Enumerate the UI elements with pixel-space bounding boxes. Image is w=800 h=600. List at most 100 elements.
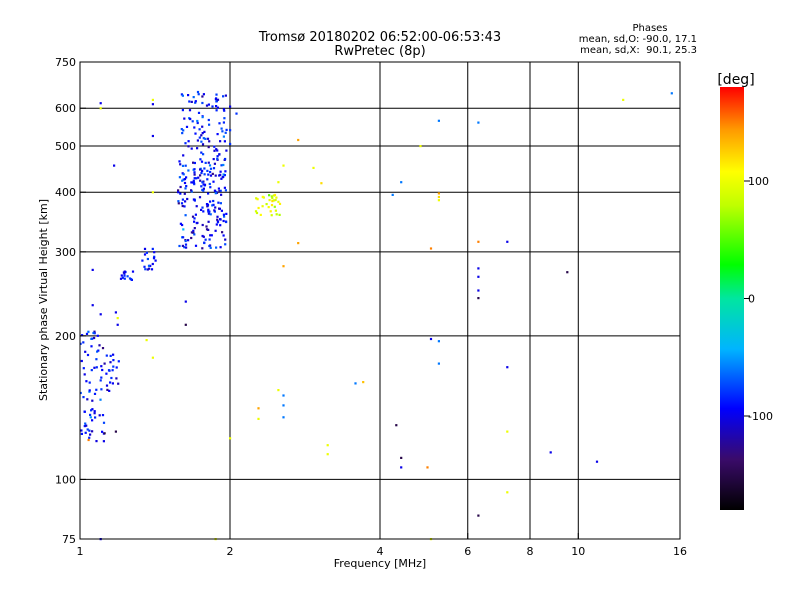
echo-point (143, 247, 147, 250)
echo-point (198, 128, 201, 131)
echo-point (192, 96, 195, 99)
echo-point (90, 345, 93, 348)
echo-point (93, 366, 96, 369)
echo-point (186, 197, 189, 201)
echo-point (395, 424, 398, 427)
echo-point (270, 214, 273, 217)
echo-point (109, 381, 112, 384)
echo-point (153, 251, 156, 254)
echo-point (261, 195, 264, 198)
echo-point (218, 153, 221, 156)
echo-point (207, 212, 210, 215)
echo-point (131, 270, 135, 273)
echo-point (82, 341, 85, 344)
echo-point (183, 205, 186, 208)
echo-point (151, 191, 154, 194)
echo-point (184, 239, 187, 243)
colorbar-tick-label: 0 (748, 293, 755, 306)
echo-point (181, 223, 184, 227)
echo-point (184, 187, 187, 190)
echo-point (187, 94, 190, 97)
echo-point (105, 384, 109, 387)
echo-point (221, 130, 224, 133)
echo-point (256, 198, 259, 201)
echo-point (100, 388, 103, 391)
echo-point (275, 213, 278, 216)
echo-point (102, 421, 106, 424)
echo-point (201, 223, 204, 227)
echo-point (208, 210, 211, 213)
echo-point (400, 456, 403, 459)
echo-point (271, 200, 274, 203)
echo-point (209, 167, 213, 170)
echo-point (199, 179, 202, 182)
echo-point (207, 146, 210, 149)
echo-point (223, 215, 226, 218)
echo-point (88, 381, 91, 384)
echo-point (89, 433, 92, 436)
echo-point (209, 170, 212, 174)
echo-point (203, 167, 206, 170)
echo-point (208, 244, 211, 248)
echo-point (219, 224, 222, 227)
echo-point (224, 157, 227, 161)
echo-point (95, 388, 98, 391)
echo-point (216, 157, 219, 160)
echo-point (216, 149, 219, 152)
echo-point (189, 117, 192, 121)
echo-point (229, 129, 232, 132)
echo-point (93, 392, 97, 395)
echo-point (113, 164, 116, 167)
echo-point (181, 164, 185, 167)
echo-point (277, 389, 280, 392)
echo-point (222, 173, 225, 176)
echo-point (206, 178, 209, 181)
echo-point (277, 200, 280, 203)
echo-point (208, 123, 211, 126)
echo-point (81, 334, 84, 337)
echo-point (203, 241, 206, 244)
echo-point (151, 262, 154, 266)
echo-point (219, 170, 222, 173)
echo-point (87, 330, 90, 333)
echo-point (99, 102, 102, 105)
echo-point (117, 382, 120, 385)
echo-point (220, 209, 223, 212)
echo-point (271, 197, 274, 200)
echo-point (116, 323, 119, 326)
echo-point (200, 208, 203, 211)
echo-point (215, 109, 218, 112)
echo-point (429, 337, 433, 341)
echo-point (184, 214, 187, 217)
x-axis: 1 2 4 6 8 10 16 (77, 533, 687, 558)
echo-point (270, 204, 274, 207)
echo-point (153, 255, 156, 258)
echo-point (297, 138, 300, 142)
echo-point (111, 369, 114, 372)
echo-point (207, 210, 210, 213)
echo-point (120, 274, 123, 277)
echo-point (182, 228, 185, 231)
echo-point (207, 220, 210, 223)
echo-point (185, 185, 188, 188)
echo-point (215, 246, 218, 249)
echo-point (88, 436, 91, 439)
echo-point (216, 106, 219, 109)
echo-point (91, 304, 94, 307)
echo-point (95, 366, 98, 369)
x-tick-label: 10 (571, 545, 585, 558)
echo-point (267, 206, 270, 209)
echo-point (200, 134, 203, 137)
echo-point (192, 231, 195, 234)
echo-point (199, 174, 202, 177)
echo-point (151, 356, 154, 359)
echo-point (143, 265, 146, 268)
echo-point (223, 174, 226, 177)
echo-point (207, 173, 210, 176)
echo-point (178, 244, 181, 248)
echo-point (197, 176, 200, 179)
echo-point (270, 195, 273, 198)
colorbar-label: [deg] (717, 72, 754, 88)
echo-point (179, 185, 182, 189)
echo-point (193, 173, 196, 176)
